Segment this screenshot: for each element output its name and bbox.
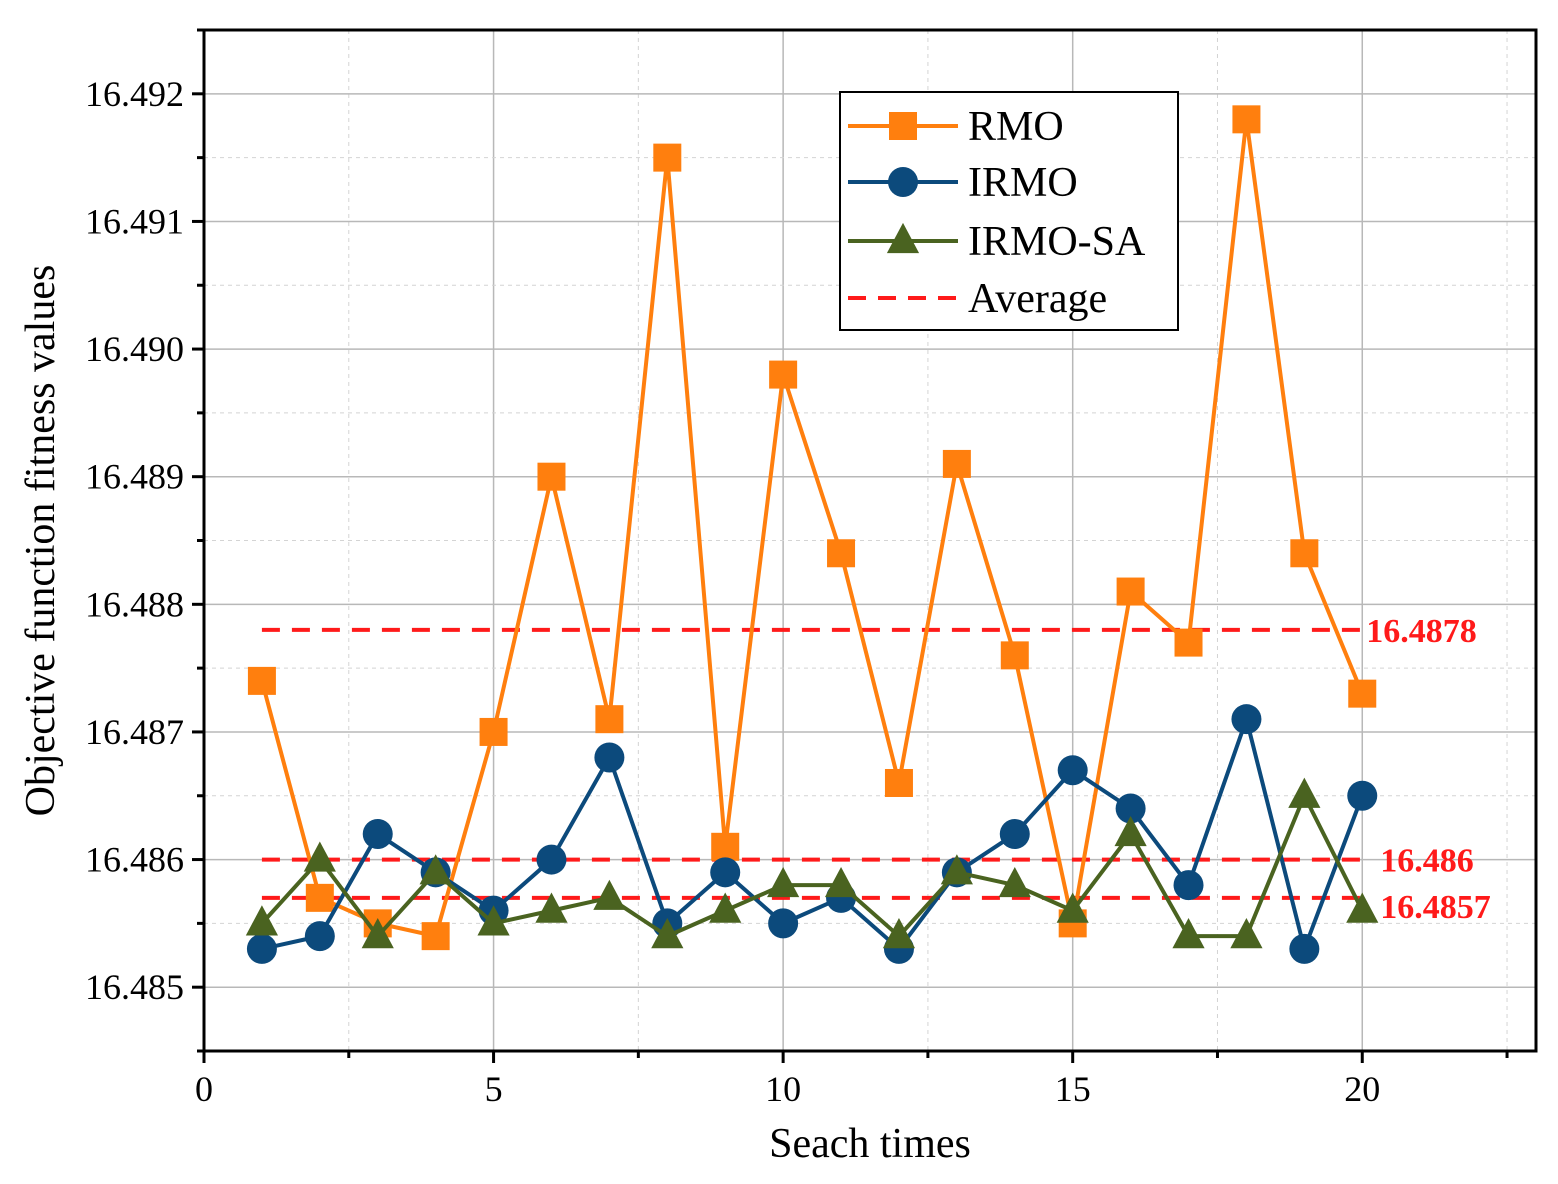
- data-point-rmo: [247, 666, 276, 695]
- series-line-irmo: [261, 717, 1365, 951]
- data-point-irmo-sa: [882, 918, 916, 949]
- average-label: 16.486: [1380, 843, 1474, 880]
- data-point-irmo: [999, 819, 1030, 850]
- data-point-irmo-sa: [940, 854, 973, 885]
- data-point-irmo-sa: [824, 866, 858, 898]
- data-point-rmo: [1000, 641, 1029, 670]
- average-lines: 16.4878 16.486 16.4857: [261, 613, 1491, 926]
- data-point-rmo: [305, 883, 334, 912]
- data-point-irmo: [1289, 933, 1320, 964]
- data-point-rmo: [1232, 105, 1261, 134]
- data-point-irmo: [362, 819, 393, 850]
- series-layer: [245, 105, 1379, 964]
- data-point-irmo: [1231, 704, 1262, 735]
- data-point-rmo: [421, 922, 450, 951]
- data-point-irmo: [1115, 793, 1146, 824]
- data-point-irmo-sa: [1346, 892, 1379, 923]
- data-point-irmo: [246, 933, 277, 964]
- legend: RMO IRMO IRMO-SA Average: [839, 91, 1179, 331]
- x-axis-title: Seach times: [769, 1121, 971, 1167]
- y-tick-label: 16.490: [85, 329, 184, 369]
- data-point-rmo: [1348, 679, 1377, 708]
- legend-items: [848, 112, 958, 300]
- data-point-rmo: [653, 143, 682, 172]
- data-point-irmo-sa: [651, 918, 684, 949]
- y-axis-title: Objective function fitness values: [18, 265, 64, 817]
- y-tick-label: 16.486: [85, 840, 184, 880]
- data-point-irmo: [1057, 755, 1088, 786]
- data-point-irmo: [304, 921, 335, 952]
- data-point-rmo: [1174, 628, 1203, 657]
- data-point-rmo: [595, 705, 624, 734]
- data-point-irmo: [768, 908, 799, 939]
- data-point-irmo-sa: [535, 892, 568, 923]
- data-point-irmo-sa: [477, 905, 510, 936]
- data-point-irmo-sa: [1172, 918, 1205, 949]
- average-label: 16.4878: [1366, 613, 1477, 650]
- legend-marker-irmo: [888, 167, 918, 197]
- x-tick-label: 15: [1055, 1069, 1091, 1109]
- data-point-irmo-sa: [1114, 815, 1147, 847]
- data-point-rmo: [827, 539, 856, 568]
- x-tick-label: 5: [485, 1069, 503, 1109]
- data-point-irmo-sa: [419, 854, 452, 885]
- axis-ticks: 0 5 10 15 20 16.485 16.486 16.487 16.488 16.489 16…: [85, 28, 1509, 1109]
- y-tick-label: 16.488: [85, 584, 184, 624]
- data-point-irmo-sa: [998, 866, 1031, 898]
- legend-marker-irmo-sa: [886, 222, 920, 254]
- y-tick-label: 16.487: [85, 712, 184, 752]
- data-point-irmo: [710, 857, 741, 888]
- series-line-rmo: [259, 117, 1365, 939]
- y-tick-label: 16.492: [85, 74, 184, 114]
- data-point-irmo: [594, 742, 625, 773]
- data-point-irmo-sa: [767, 866, 800, 898]
- data-point-irmo-sa: [1288, 777, 1321, 808]
- legend-marker-rmo: [889, 112, 917, 140]
- data-point-rmo: [537, 462, 566, 491]
- x-tick-label: 20: [1344, 1069, 1380, 1109]
- data-point-irmo-sa: [593, 879, 626, 910]
- average-label: 16.4857: [1380, 889, 1491, 926]
- data-point-rmo: [479, 717, 508, 746]
- data-point-irmo-sa: [303, 841, 336, 872]
- data-point-irmo-sa: [245, 905, 279, 936]
- data-point-irmo-sa: [361, 918, 394, 949]
- legend-label-rmo: RMO: [968, 104, 1064, 150]
- y-tick-label: 16.485: [85, 967, 184, 1007]
- series-irmo: [246, 704, 1378, 964]
- data-point-irmo-sa: [1056, 892, 1089, 923]
- data-point-irmo: [1347, 780, 1378, 811]
- legend-label-irmo: IRMO: [968, 160, 1078, 206]
- data-point-rmo: [711, 832, 740, 861]
- legend-label-average: Average: [968, 276, 1107, 322]
- data-point-rmo: [1116, 577, 1145, 606]
- y-tick-label: 16.489: [85, 457, 184, 497]
- data-point-irmo: [536, 844, 567, 875]
- data-point-rmo: [884, 768, 913, 797]
- data-point-irmo: [1173, 870, 1204, 901]
- data-point-rmo: [942, 449, 971, 478]
- series-rmo: [247, 105, 1377, 951]
- series-irmo-sa: [245, 777, 1379, 949]
- x-tick-label: 10: [765, 1069, 801, 1109]
- legend-label-irmo-sa: IRMO-SA: [968, 219, 1146, 265]
- data-point-rmo: [769, 360, 798, 389]
- data-point-rmo: [1290, 539, 1319, 568]
- x-tick-label: 0: [195, 1069, 213, 1109]
- data-point-irmo-sa: [709, 892, 742, 923]
- y-tick-label: 16.491: [85, 201, 184, 241]
- data-point-irmo-sa: [1230, 918, 1263, 949]
